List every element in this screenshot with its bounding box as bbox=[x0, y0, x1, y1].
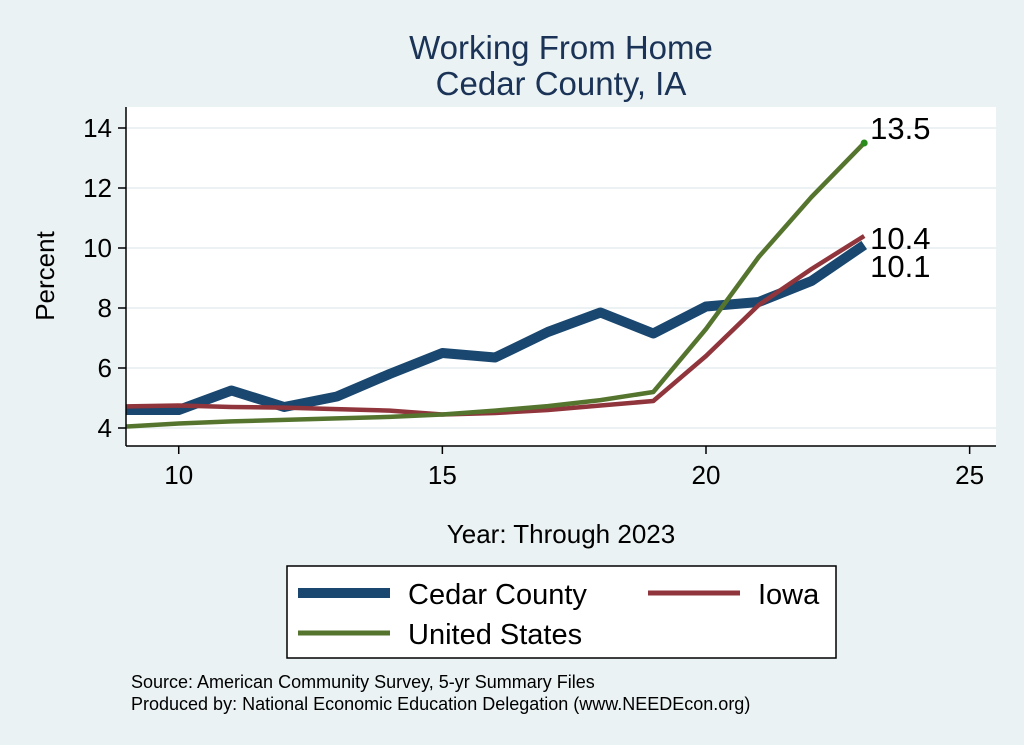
end-labels: 10.110.4 13.5 bbox=[870, 111, 930, 284]
y-tick-label-6: 6 bbox=[98, 353, 112, 383]
y-tick-label-12: 12 bbox=[83, 173, 112, 203]
x-tick-label-25: 25 bbox=[955, 460, 984, 490]
y-tick-label-10: 10 bbox=[83, 233, 112, 263]
end-marker-united-states bbox=[860, 139, 868, 147]
y-tick-label-14: 14 bbox=[83, 113, 112, 143]
series-lines bbox=[125, 139, 868, 429]
axes: 4 6 8 10 12 14 10 15 20 25 bbox=[83, 107, 996, 490]
chart-title-line-1: Working From Home bbox=[409, 29, 713, 66]
legend: Cedar County Iowa United States bbox=[286, 565, 837, 659]
legend-box bbox=[286, 565, 837, 659]
y-tick-label-4: 4 bbox=[98, 413, 112, 443]
series-line-iowa bbox=[125, 234, 866, 417]
end-label-iowa: 10.4 bbox=[870, 221, 930, 256]
legend-label-united-states: United States bbox=[408, 619, 582, 651]
y-tick-label-8: 8 bbox=[98, 293, 112, 323]
producer-note: Produced by: National Economic Education… bbox=[131, 694, 750, 714]
legend-label-iowa: Iowa bbox=[758, 579, 820, 611]
series-line-united-states bbox=[125, 141, 866, 429]
x-tick-label-10: 10 bbox=[164, 460, 193, 490]
end-label-united-states: 13.5 bbox=[870, 111, 930, 146]
x-axis-title: Year: Through 2023 bbox=[447, 519, 675, 549]
x-tick-label-20: 20 bbox=[692, 460, 721, 490]
source-note: Source: American Community Survey, 5-yr … bbox=[131, 672, 595, 692]
legend-label-cedar-county: Cedar County bbox=[408, 579, 587, 611]
x-tick-label-15: 15 bbox=[428, 460, 457, 490]
chart-title-line-2: Cedar County, IA bbox=[436, 65, 687, 102]
series-line-cedar-county bbox=[126, 240, 868, 415]
end-label-cedar-county: 10.1 bbox=[870, 249, 930, 284]
plot-area bbox=[126, 107, 996, 446]
y-axis-title: Percent bbox=[30, 230, 60, 320]
